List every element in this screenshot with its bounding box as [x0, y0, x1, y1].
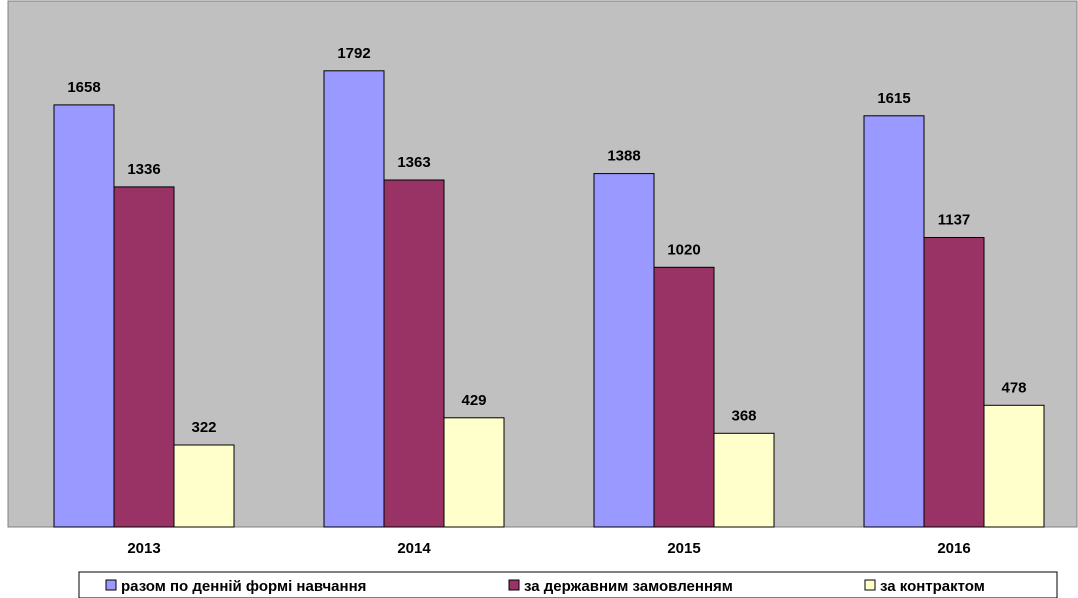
bar-2013-series-2: [113, 186, 175, 528]
x-tick-label-2013: 2013: [127, 540, 160, 557]
legend-label-series-1: разом по денній формі навчання: [121, 578, 366, 595]
value-label-2016-series-2: 1137: [938, 212, 971, 229]
bar-2013-series-1: [53, 104, 115, 528]
x-tick-label-2015: 2015: [667, 540, 700, 557]
legend-swatch-series-1: [105, 579, 117, 591]
legend-box: [78, 571, 1058, 598]
value-label-2014-series-2: 1363: [397, 154, 430, 171]
value-label-2016-series-1: 1615: [877, 90, 910, 107]
value-labels-layer: 1658 1336 322 1792 1363 429 1388 1020 368 1615 113…: [67, 45, 1026, 436]
bar-2015-series-1: [593, 173, 655, 528]
bar-2016-series-1: [863, 115, 925, 528]
legend-swatch-series-3: [864, 579, 876, 591]
value-label-2015-series-1: 1388: [607, 148, 640, 165]
legend: разом по денній формі навчання за державн…: [78, 571, 1058, 598]
value-label-2013-series-2: 1336: [127, 161, 160, 178]
x-tick-label-2016: 2016: [937, 540, 970, 557]
value-label-2016-series-3: 478: [1001, 379, 1026, 396]
legend-entries: разом по денній формі навчання за державн…: [105, 578, 985, 595]
value-label-2014-series-3: 429: [461, 392, 486, 409]
bar-2016-series-2: [923, 237, 985, 528]
bar-2016-series-3: [983, 404, 1045, 528]
bar-2014-series-1: [323, 70, 385, 528]
legend-label-series-2: за державним замовленням: [524, 578, 733, 595]
bar-2015-series-3: [713, 432, 775, 528]
x-tick-label-2014: 2014: [397, 540, 431, 557]
value-label-2015-series-2: 1020: [667, 241, 700, 258]
bar-2014-series-3: [443, 417, 505, 528]
value-label-2015-series-3: 368: [731, 407, 756, 424]
value-label-2014-series-1: 1792: [337, 45, 370, 62]
legend-swatch-series-2: [508, 579, 520, 591]
bar-2014-series-2: [383, 179, 445, 528]
bars-layer: [53, 70, 1045, 528]
value-label-2013-series-1: 1658: [67, 79, 100, 96]
value-label-2013-series-3: 322: [191, 419, 216, 436]
bar-2013-series-3: [173, 444, 235, 528]
bar-2015-series-2: [653, 266, 715, 528]
legend-label-series-3: за контрактом: [880, 578, 985, 595]
x-axis-ticks: 2013 2014 2015 2016: [127, 540, 970, 557]
